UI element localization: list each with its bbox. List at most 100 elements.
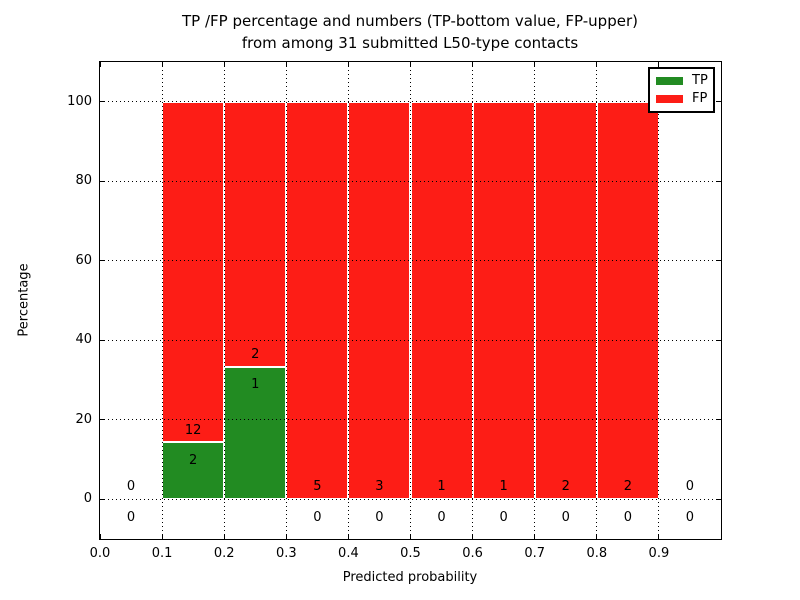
x-tick-mark	[285, 62, 287, 67]
fp-count-label: 2	[251, 346, 260, 362]
x-tick-mark	[596, 534, 598, 539]
x-tick-mark	[410, 62, 411, 67]
legend-entry-fp: FP	[650, 92, 713, 106]
fp-bar	[348, 101, 411, 500]
plot-area: 0 0 12 2 2 1 5 0 3 0 1 0 1 0 2 0 2 0 0 0	[99, 61, 722, 540]
x-tick-label: 0.5	[400, 546, 421, 561]
y-tick-mark	[716, 339, 721, 341]
y-tick-mark	[100, 498, 105, 500]
x-tick-mark	[161, 534, 163, 539]
fp-count-label: 2	[561, 479, 570, 495]
y-tick-label: 60	[75, 252, 92, 268]
tp-count-label: 2	[189, 452, 198, 468]
x-tick-label: 0.7	[524, 546, 546, 561]
gridline-v	[658, 62, 660, 539]
tp-count-label: 0	[313, 509, 322, 525]
x-tick-label: 0.6	[462, 546, 483, 561]
fp-bar	[472, 101, 535, 500]
tp-count-label: 0	[623, 509, 632, 525]
y-tick-mark	[716, 419, 721, 421]
gridline-v	[596, 62, 598, 539]
y-tick-mark	[716, 180, 721, 182]
tp-count-label: 0	[685, 509, 695, 525]
fp-bar	[162, 101, 225, 443]
y-tick-mark	[716, 498, 721, 500]
gridline-v	[161, 62, 163, 539]
y-tick-label: 40	[75, 332, 92, 348]
legend-swatch-fp-icon	[656, 95, 683, 103]
x-tick-label: 0.2	[213, 546, 235, 561]
y-axis-label: Percentage	[16, 263, 32, 337]
y-tick-mark	[716, 101, 721, 103]
x-tick-mark	[472, 534, 474, 539]
chart-title-line1: TP /FP percentage and numbers (TP-bottom…	[182, 12, 638, 30]
fp-bar	[410, 101, 473, 500]
legend-label-fp: FP	[692, 91, 708, 106]
y-tick-mark	[100, 339, 105, 341]
x-tick-mark	[472, 62, 474, 67]
tp-bar	[224, 366, 287, 500]
fp-bar	[224, 101, 287, 367]
fp-bar	[534, 101, 597, 500]
x-tick-label: 0.4	[338, 546, 359, 561]
tp-count-label: 0	[499, 509, 508, 525]
legend-label-tp: TP	[692, 73, 708, 88]
x-axis-label: Predicted probability	[342, 570, 478, 585]
gridline-v	[223, 62, 225, 539]
y-tick-mark	[100, 419, 105, 421]
fp-count-label: 0	[126, 479, 136, 495]
fp-count-label: 3	[375, 479, 384, 495]
x-tick-mark	[347, 62, 349, 67]
x-tick-mark	[410, 534, 411, 539]
x-tick-mark	[99, 62, 101, 67]
y-tick-label: 80	[75, 173, 92, 189]
y-tick-mark	[100, 180, 105, 182]
x-tick-mark	[534, 62, 536, 67]
x-tick-mark	[534, 534, 536, 539]
legend-swatch-tp-icon	[656, 77, 683, 85]
fp-count-label: 5	[313, 479, 322, 495]
gridline-v	[347, 62, 349, 539]
y-tick-label: 100	[67, 93, 92, 109]
tp-count-label: 0	[375, 509, 384, 525]
tp-count-label: 1	[251, 377, 260, 393]
tp-count-label: 0	[126, 509, 136, 525]
x-tick-label: 0.1	[151, 546, 173, 561]
x-tick-mark	[223, 62, 225, 67]
tp-count-label: 0	[561, 509, 570, 525]
x-tick-label: 0.8	[586, 546, 608, 561]
fp-bar	[596, 101, 659, 500]
legend-entry-tp: TP	[650, 74, 713, 88]
y-tick-mark	[100, 260, 105, 262]
legend: TP FP	[648, 67, 715, 113]
fp-count-label: 1	[499, 479, 508, 495]
x-tick-mark	[347, 534, 349, 539]
fp-count-label: 2	[623, 479, 632, 495]
x-tick-mark	[658, 62, 660, 67]
chart-title-line2: from among 31 submitted L50-type contact…	[241, 34, 579, 52]
fp-count-label: 0	[685, 479, 695, 495]
fp-count-label: 12	[184, 422, 202, 438]
gridline-v	[285, 62, 287, 539]
fp-bar	[286, 101, 349, 500]
gridline-v	[472, 62, 474, 539]
x-tick-mark	[161, 62, 163, 67]
y-tick-mark	[100, 101, 105, 103]
x-tick-label: 0.9	[648, 546, 670, 561]
gridline-v	[534, 62, 536, 539]
y-tick-mark	[716, 260, 721, 262]
y-tick-label: 20	[75, 411, 92, 427]
fp-count-label: 1	[437, 479, 446, 495]
x-tick-mark	[223, 534, 225, 539]
x-tick-mark	[285, 534, 287, 539]
chart-title: TP /FP percentage and numbers (TP-bottom…	[182, 10, 638, 54]
x-tick-mark	[596, 62, 598, 67]
x-tick-label: 0.0	[89, 546, 111, 561]
x-tick-mark	[658, 534, 660, 539]
gridline-v	[410, 62, 411, 539]
tp-count-label: 0	[437, 509, 446, 525]
y-tick-label: 0	[83, 491, 92, 507]
x-tick-mark	[99, 534, 101, 539]
x-tick-label: 0.3	[275, 546, 297, 561]
